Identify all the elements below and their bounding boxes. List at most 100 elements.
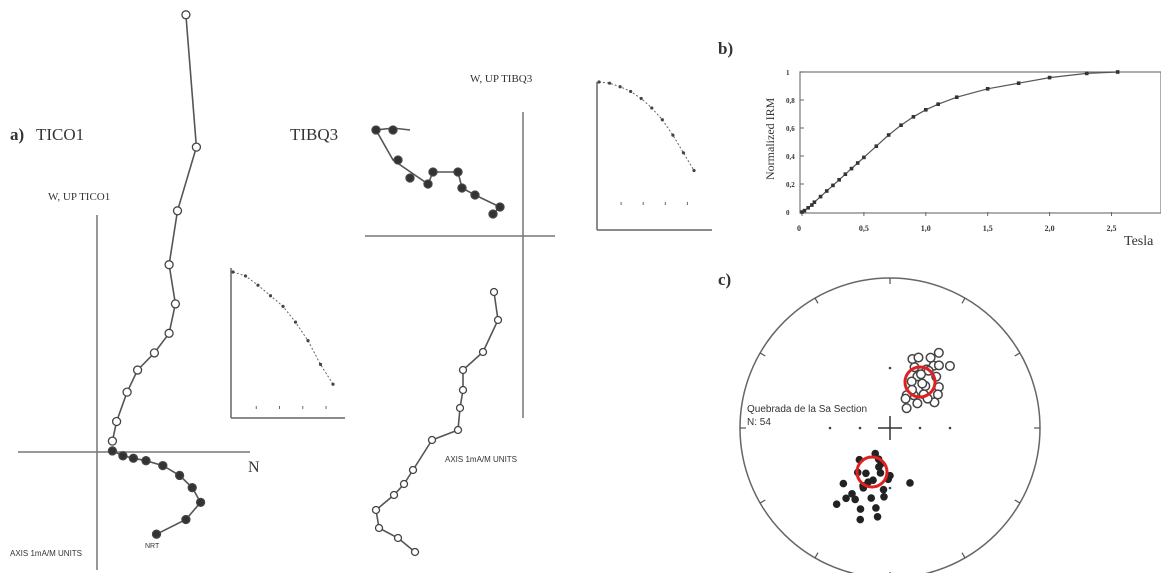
tibq3-decay-point [660, 118, 664, 122]
tico1-decay-point [331, 382, 335, 386]
irm-point [911, 115, 916, 119]
irm-xtick-label: 0 [797, 224, 801, 233]
irm-point [855, 161, 860, 165]
irm-point [923, 108, 928, 112]
irm-point [824, 189, 829, 193]
tibq3-vertical-point [371, 505, 381, 515]
tibq3-decay-point [629, 89, 633, 94]
tibq3-horizontal-point [388, 125, 398, 135]
tibq3-projection-label: W, UP TIBQ3 [470, 73, 533, 85]
reversed-polarity-point [876, 469, 885, 477]
reversed-polarity-point [848, 490, 856, 498]
tico1-vertical-line [111, 14, 198, 442]
tibq3-horizontal-point [428, 167, 438, 177]
irm-point [1115, 70, 1120, 74]
tibq3-vertical-point [427, 435, 437, 445]
tibq3-vertical-point [458, 365, 468, 375]
irm-point [849, 166, 854, 171]
irm-xtick-label: 0,5 [859, 224, 869, 233]
irm-xtick-label: 2,5 [1106, 224, 1116, 233]
tibq3-decay-point [597, 80, 601, 84]
irm-ytick-label: 1 [786, 69, 790, 77]
irm-point [810, 203, 814, 207]
reversed-polarity-point [851, 495, 859, 504]
tico1-vertical-point [181, 10, 191, 20]
irm-point [837, 178, 841, 182]
irm-point [886, 133, 891, 137]
tico1-vertical-point [172, 206, 183, 216]
normal-polarity-point [933, 360, 944, 371]
stereonet-tick [759, 499, 766, 504]
reversed-polarity-point [879, 485, 888, 494]
tico1-vertical-point [107, 436, 118, 446]
irm-point [874, 144, 879, 148]
irm-point [1016, 81, 1021, 85]
tico1-vertical-point [122, 387, 132, 397]
tico1-decay-point [231, 270, 235, 274]
irm-point [862, 155, 866, 160]
irm-point [831, 183, 835, 188]
tibq3-vertical-point [489, 287, 499, 297]
stereonet-dot [888, 486, 892, 490]
tibq3-horizontal-point [405, 173, 415, 183]
tibq3-horizontal-point [423, 179, 433, 189]
stereonet-n-label: N: 54 [747, 417, 771, 428]
normal-polarity-point [906, 376, 917, 387]
tibq3-horizontal-point [457, 183, 467, 193]
normal-polarity-point [913, 352, 924, 363]
panel-b-letter: b) [718, 39, 733, 58]
irm-point [802, 208, 807, 213]
tibq3-vertical-point [389, 490, 399, 500]
tico1-horizontal-point [195, 497, 206, 508]
tibq3-decay-point [618, 85, 622, 89]
tico1-axis-n: N [248, 459, 260, 476]
tico1-horizontal-point [128, 453, 139, 463]
irm-point [806, 206, 810, 210]
tibq3-vertical-point [393, 533, 403, 543]
tibq3-horizontal-point [470, 190, 480, 200]
tico1-horizontal-point [181, 514, 191, 525]
tico1-horizontal-point [107, 446, 118, 456]
tibq3-decay-point [607, 81, 612, 85]
tico1-decay-point [281, 304, 285, 308]
irm-xtick-label: 1,0 [921, 224, 931, 233]
irm-point [936, 102, 940, 106]
irm-ytick-label: 0,6 [786, 125, 795, 133]
tibq3-horizontal-point [453, 167, 463, 177]
reversed-polarity-point [862, 469, 870, 478]
tico1-decay-point [256, 283, 260, 287]
stereonet-dot [948, 426, 952, 430]
irm-point [985, 87, 990, 91]
normal-polarity-point [901, 403, 912, 414]
reversed-polarity-point [856, 505, 865, 513]
irm-plot-frame [799, 71, 1161, 214]
tico1-vertical-point [170, 299, 181, 309]
normal-polarity-point [917, 378, 928, 389]
stereonet-tick [814, 297, 819, 304]
normal-polarity-point [912, 398, 923, 409]
stereonet-tick [814, 552, 819, 559]
reversed-polarity-point [839, 479, 848, 488]
tibq3-decay-point [639, 96, 643, 101]
tibq3-vertical-point [374, 523, 384, 533]
reversed-polarity-point [872, 504, 880, 512]
stereonet-tick [759, 352, 766, 357]
tibq3-decay-point [681, 151, 686, 155]
tico1-vertical-point [164, 328, 174, 338]
tibq3-projection [371, 125, 505, 557]
irm-ytick-label: 0,2 [786, 181, 795, 189]
panel-a-letter: a) [10, 125, 24, 144]
tibq3-vertical-point [458, 385, 468, 395]
stereonet-tick [1014, 499, 1021, 504]
tibq3-horizontal-point [393, 155, 403, 165]
tico1-decay-point [243, 274, 248, 278]
tico1-horizontal-line [112, 450, 202, 535]
tico1-horizontal-point [151, 529, 162, 539]
stereonet-tick [961, 552, 966, 559]
irm-ytick-label: 0 [786, 209, 790, 217]
normal-polarity-point [925, 352, 936, 363]
reversed-polarity-point [873, 512, 882, 521]
tico1-decay-point [318, 362, 323, 366]
reversed-polarity-point [842, 494, 850, 503]
tico1-decay-line [232, 271, 334, 385]
